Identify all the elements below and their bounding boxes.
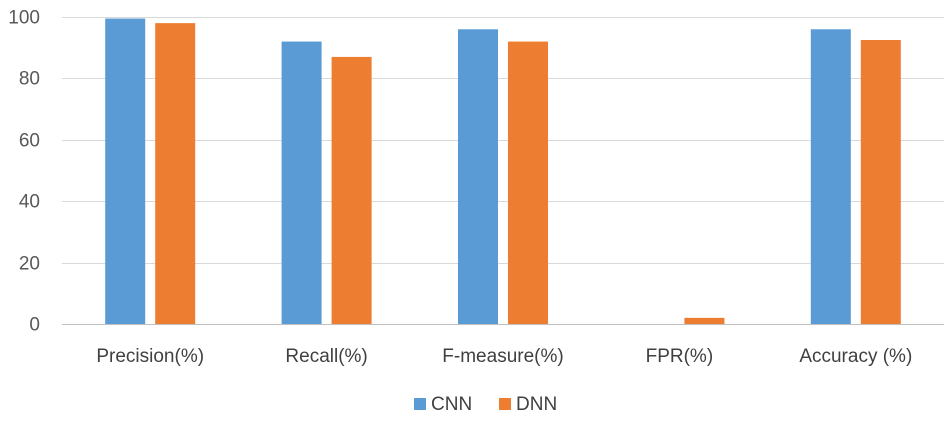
x-category-label: Recall(%)	[285, 346, 367, 367]
bar-cnn-2	[458, 29, 498, 325]
x-axis-category-labels: Precision(%) Recall(%) F-measure(%) FPR(%) A…	[96, 346, 912, 367]
bar-dnn-0	[155, 23, 196, 324]
x-category-label: Precision(%)	[96, 346, 204, 367]
bar-dnn-3	[684, 317, 725, 324]
bars	[105, 18, 901, 325]
bar-dnn-4	[860, 40, 901, 325]
x-category-label: F-measure(%)	[442, 346, 563, 367]
y-tick-label: 100	[8, 8, 40, 29]
y-axis-tick-labels: 0 20 40 60 80 100	[8, 8, 40, 336]
bar-cnn-0	[105, 18, 146, 324]
legend-swatch-cnn	[414, 398, 426, 410]
bar-dnn-2	[508, 41, 548, 325]
bar-cnn-4	[810, 29, 851, 325]
legend: CNN DNN	[414, 394, 557, 415]
y-tick-label: 80	[19, 69, 40, 90]
legend-swatch-dnn	[499, 398, 511, 410]
legend-label-cnn: CNN	[431, 394, 472, 415]
y-tick-label: 60	[19, 131, 40, 152]
x-category-label: Accuracy (%)	[799, 346, 912, 367]
legend-label-dnn: DNN	[516, 394, 557, 415]
gridlines	[62, 17, 944, 325]
y-tick-label: 0	[29, 315, 40, 336]
y-tick-label: 40	[19, 192, 40, 213]
x-category-label: FPR(%)	[646, 346, 714, 367]
bar-dnn-1	[331, 56, 372, 324]
bar-cnn-1	[281, 41, 322, 325]
y-tick-label: 20	[19, 254, 40, 275]
